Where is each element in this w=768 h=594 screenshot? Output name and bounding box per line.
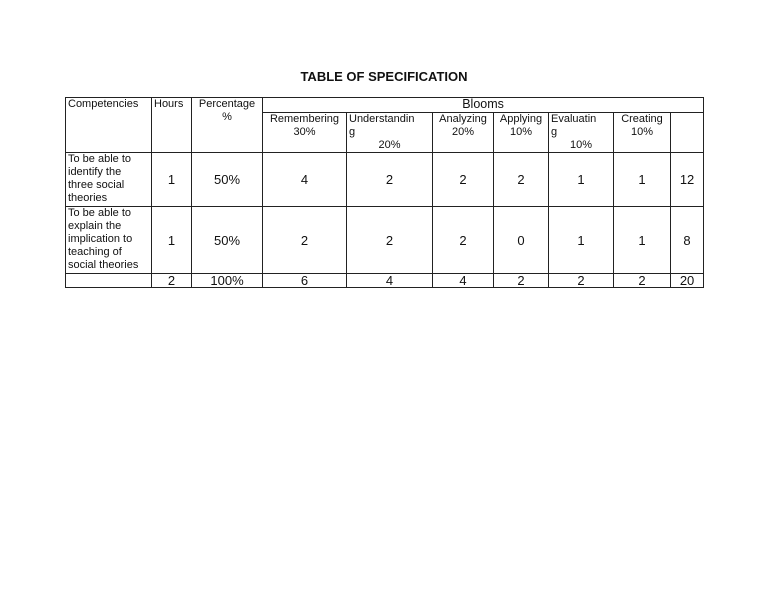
row-total-cell: 12	[669, 152, 705, 207]
percentage-cell: 50%	[191, 152, 263, 207]
header-total	[669, 112, 705, 153]
total-hours-cell: 2	[151, 273, 192, 288]
total-level-cell: 4	[346, 273, 433, 288]
header-level: Remembering 30%	[262, 112, 347, 153]
header-blooms: Blooms	[261, 97, 705, 113]
competency-cell: To be able to identify the three social …	[65, 152, 152, 207]
hours-cell: 1	[151, 152, 192, 207]
level-value-cell: 2	[262, 206, 347, 274]
level-name: Applying	[499, 113, 543, 126]
document-title: TABLE OF SPECIFICATION	[300, 69, 468, 84]
level-percent: 10%	[509, 126, 533, 138]
level-name: Evaluatin g	[551, 113, 597, 139]
level-value-cell: 1	[548, 206, 614, 274]
totals-row: 2 100% 6 4 4 2 2 2 20	[65, 273, 705, 288]
level-name: Remembering	[269, 113, 340, 126]
level-percent: 10%	[569, 139, 593, 151]
level-value-cell: 2	[432, 152, 494, 207]
level-value-cell: 1	[613, 152, 671, 207]
level-percent: 20%	[451, 126, 475, 138]
row-total-cell: 8	[669, 206, 705, 274]
table-row: To be able to identify the three social …	[65, 152, 705, 207]
level-value-cell: 4	[262, 152, 347, 207]
level-value-cell: 1	[613, 206, 671, 274]
header-level: Applying 10%	[493, 112, 549, 153]
total-level-cell: 2	[613, 273, 671, 288]
header-level: Analyzing 20%	[432, 112, 494, 153]
competency-cell: To be able to explain the implication to…	[65, 206, 152, 274]
level-value-cell: 2	[493, 152, 549, 207]
header-level: Understandin g 20%	[346, 112, 433, 153]
level-percent: 10%	[630, 126, 654, 138]
level-name: Understandin g	[349, 113, 415, 139]
total-level-cell: 2	[548, 273, 614, 288]
specification-table: Competencies Hours Percentage % Blooms R…	[65, 97, 705, 288]
level-percent: 20%	[378, 139, 401, 151]
level-percent: 30%	[293, 126, 316, 138]
header-competencies: Competencies	[65, 97, 152, 153]
level-value-cell: 2	[432, 206, 494, 274]
header-level: Creating 10%	[613, 112, 671, 153]
total-level-cell: 2	[493, 273, 549, 288]
level-value-cell: 2	[346, 206, 433, 274]
percentage-cell: 50%	[191, 206, 263, 274]
table-row: To be able to explain the implication to…	[65, 206, 705, 274]
header-level: Evaluatin g 10%	[548, 112, 614, 153]
hours-cell: 1	[151, 206, 192, 274]
level-value-cell: 0	[493, 206, 549, 274]
level-name: Creating	[621, 113, 663, 126]
total-level-cell: 4	[432, 273, 494, 288]
total-level-cell: 6	[262, 273, 347, 288]
header-hours: Hours	[151, 97, 192, 153]
level-value-cell: 1	[548, 152, 614, 207]
header-percentage: Percentage %	[191, 97, 263, 153]
totals-label-cell	[65, 273, 152, 288]
grand-total-cell: 20	[669, 273, 705, 288]
level-value-cell: 2	[346, 152, 433, 207]
total-percentage-cell: 100%	[191, 273, 263, 288]
level-name: Analyzing	[439, 113, 487, 126]
